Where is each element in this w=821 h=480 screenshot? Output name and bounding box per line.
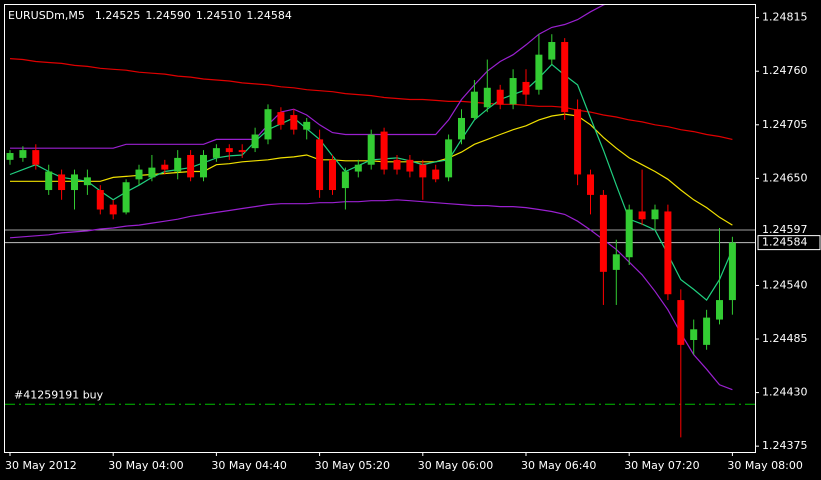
candle-body	[393, 159, 401, 170]
ask-label: 1.24597	[762, 223, 808, 236]
candle-body	[367, 134, 375, 165]
candle-body	[109, 204, 117, 215]
candle-body	[238, 150, 246, 153]
candle-body	[83, 177, 91, 186]
x-tick-label: 30 May 06:40	[521, 459, 596, 472]
y-tick-label: 1.24760	[762, 64, 808, 77]
candle-body	[316, 139, 324, 191]
candle-body	[445, 139, 453, 178]
indicator-line	[9, 63, 733, 301]
y-tick-label: 1.24705	[762, 118, 808, 131]
x-tick-label: 30 May 08:00	[727, 459, 802, 472]
candle-body	[496, 89, 504, 105]
candle-body	[45, 171, 53, 191]
candle-body	[728, 242, 736, 301]
candle-body	[587, 174, 594, 195]
plot-frame	[4, 4, 756, 453]
x-tick-label: 30 May 07:20	[624, 459, 699, 472]
candle-body	[277, 112, 285, 125]
header-value: 1.24525	[95, 9, 141, 22]
plot-area	[5, 5, 755, 438]
candle-body	[509, 78, 517, 105]
candle-body	[19, 150, 27, 158]
candle-body	[612, 254, 620, 270]
candle-body	[58, 174, 66, 191]
candle-body	[470, 91, 478, 118]
candle-body	[677, 300, 685, 345]
candle-body	[625, 209, 633, 258]
candle-body	[329, 159, 336, 191]
y-tick-label: 1.24375	[762, 439, 808, 452]
candle-body	[380, 131, 388, 170]
y-tick-label: 1.24430	[762, 386, 808, 399]
candle-body	[200, 154, 207, 178]
y-tick-label: 1.24485	[762, 332, 808, 345]
candle-body	[122, 182, 130, 213]
candle-body	[419, 164, 427, 178]
y-tick-label: 1.24815	[762, 11, 808, 24]
candle-body	[535, 54, 543, 90]
candle-body	[354, 164, 362, 172]
x-tick-label: 30 May 05:20	[315, 459, 390, 472]
header-value: 1.24590	[145, 9, 191, 22]
candle-body	[290, 115, 298, 130]
candle-body	[212, 148, 220, 158]
indicator-line	[9, 58, 733, 140]
candle-body	[32, 150, 40, 165]
candle-body	[174, 157, 182, 172]
candle-body	[703, 317, 711, 345]
candle-body	[71, 174, 78, 191]
bid-label: 1.24584	[762, 236, 808, 249]
header-value: 1.24584	[246, 9, 292, 22]
x-tick-label: 30 May 04:00	[108, 459, 183, 472]
candle-body	[638, 211, 646, 220]
candle-body	[522, 81, 530, 95]
header-value: 1.24510	[196, 9, 242, 22]
candle-body	[561, 42, 569, 113]
indicator-line	[10, 5, 606, 149]
candle-body	[406, 159, 414, 172]
candle-body	[225, 148, 233, 153]
candle-body	[251, 134, 259, 149]
candle-body	[432, 169, 440, 180]
y-tick-label: 1.24540	[762, 278, 808, 291]
candle-body	[599, 194, 607, 272]
candle-body	[96, 190, 104, 210]
candle-body	[574, 109, 582, 175]
candle-body	[690, 329, 698, 341]
candle-body	[161, 164, 169, 170]
symbol: EURUSDm,M5	[8, 9, 85, 22]
candle-body	[664, 211, 672, 295]
y-tick-label: 1.24650	[762, 171, 808, 184]
indicator-line	[9, 199, 733, 391]
candle-body	[548, 42, 556, 60]
candle-body	[341, 171, 349, 189]
candle-body	[135, 169, 143, 180]
bid-label-box	[757, 235, 821, 251]
order-label: #41259191 buy	[14, 388, 104, 401]
candle-body	[148, 167, 156, 178]
candle-body	[651, 209, 659, 220]
x-tick-label: 30 May 04:40	[211, 459, 286, 472]
candle-body	[264, 109, 272, 140]
candle-body	[458, 117, 465, 140]
candle-body	[483, 87, 491, 108]
candle-body	[716, 300, 723, 320]
chart-header: EURUSDm,M5 1.24525 1.24590 1.24510 1.24584	[8, 9, 292, 22]
candle-body	[303, 121, 311, 130]
x-tick-label: 30 May 06:00	[418, 459, 493, 472]
x-tick-label: 30 May 2012	[5, 459, 77, 472]
candle-body	[6, 153, 14, 160]
candle-body	[187, 154, 195, 178]
